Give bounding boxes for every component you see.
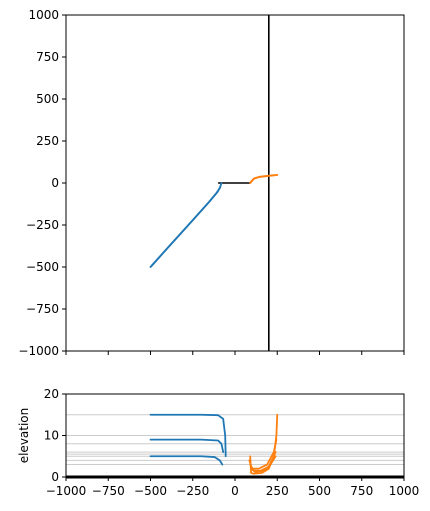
- top-plot: 1000 750 500 250 0 −250 −500 −750 −1000: [18, 8, 405, 358]
- x-tick-label: 750: [350, 484, 373, 498]
- series-line-orange-6: [250, 455, 277, 473]
- x-tick-label: −750: [92, 484, 125, 498]
- series-line-blue-2: [149, 455, 224, 466]
- y-tick-label: −1000: [18, 344, 59, 358]
- y-tick-label: 750: [36, 50, 59, 64]
- x-tick-label: −1000: [46, 484, 87, 498]
- x-tick-label: −500: [134, 484, 167, 498]
- y-tick-label: −500: [26, 260, 59, 274]
- series-line-blue-1: [149, 438, 225, 454]
- y-tick-label: 0: [51, 176, 59, 190]
- y-tick-label: 250: [36, 134, 59, 148]
- y-tick-label: 1000: [28, 8, 59, 22]
- y-tick-label: −250: [26, 218, 59, 232]
- series-line-blue-0: [149, 413, 227, 458]
- y-tick-label: −750: [26, 302, 59, 316]
- y-axis-label: elevation: [17, 408, 31, 464]
- y-tick-label: 500: [36, 92, 59, 106]
- series-line-blue-1: [150, 186, 222, 268]
- x-tick-label: 0: [231, 484, 239, 498]
- x-tick-label: −250: [176, 484, 209, 498]
- y-tick-label: 10: [44, 429, 59, 443]
- series-line-orange-3: [249, 174, 275, 184]
- x-tick-label: 250: [266, 484, 289, 498]
- y-tick-label: 0: [51, 470, 59, 484]
- x-tick-label: 1000: [389, 484, 420, 498]
- x-tick-label: 500: [308, 484, 331, 498]
- y-tick-label: 20: [44, 387, 59, 401]
- elevation-plot: −1000 −750 −500 −250 0 250 500 750 1000 20 10 0 elev…: [17, 387, 419, 498]
